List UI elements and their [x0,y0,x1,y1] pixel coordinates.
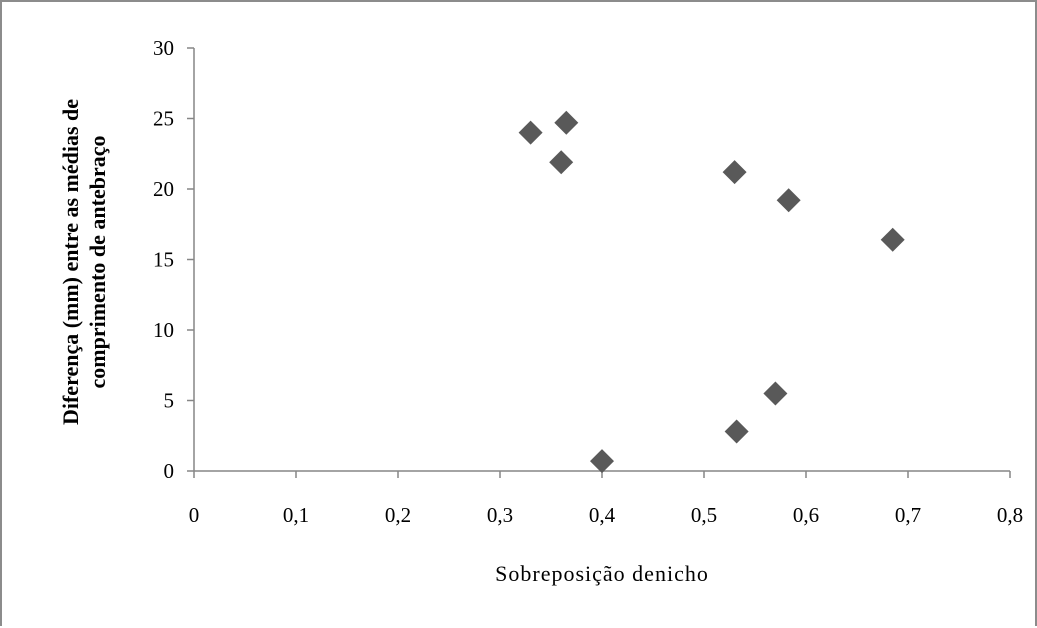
y-axis-title-line: Diferença (mm) entre as médias de [58,99,83,425]
data-points [518,110,905,474]
data-point [724,419,749,444]
data-point [763,381,788,406]
y-tick-label: 10 [153,318,174,342]
y-tick-label: 30 [153,36,174,60]
x-tick-label: 0,1 [283,503,309,527]
axes [193,48,1010,472]
x-tick-label: 0,8 [997,503,1023,527]
data-point [590,449,614,474]
x-axis-title: Sobreposição denicho [495,561,709,586]
x-tick-label: 0,2 [385,503,411,527]
y-axis-title: Diferença (mm) entre as médias de comprim… [58,99,110,425]
data-point [880,227,905,252]
x-tick-label: 0,6 [793,503,819,527]
data-point [722,160,747,185]
y-tick-label: 0 [164,459,175,483]
y-tick-label: 25 [153,107,174,131]
x-ticks: 0 0,1 0,2 0,3 0,4 0,5 0,6 0,7 0,8 [189,471,1023,527]
x-tick-label: 0,5 [691,503,717,527]
x-tick-label: 0,4 [589,503,616,527]
x-tick-label: 0 [189,503,200,527]
y-ticks: 0 5 10 15 20 25 30 [153,36,194,483]
x-tick-label: 0,3 [487,503,513,527]
y-tick-label: 20 [153,177,174,201]
data-point [776,188,801,213]
data-point [554,110,579,135]
y-tick-label: 5 [164,389,175,413]
data-point [518,120,543,145]
x-tick-label: 0,7 [895,503,921,527]
y-tick-label: 15 [153,248,174,272]
y-axis-title-line: comprimento de antebraço [85,136,110,389]
data-point [549,150,574,175]
